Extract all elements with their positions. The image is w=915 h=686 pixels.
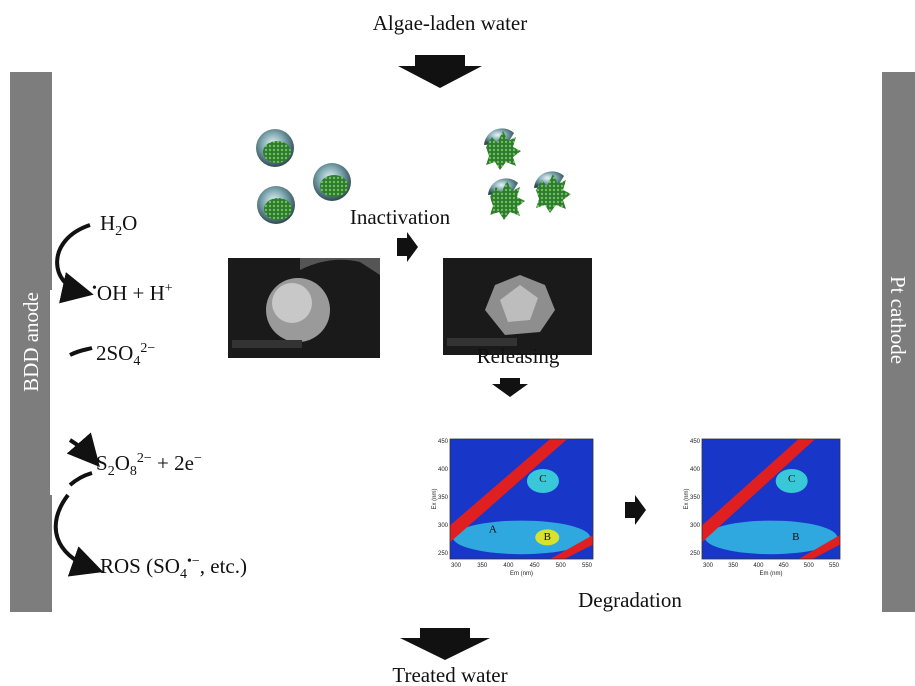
formula-part: 4 xyxy=(180,567,187,582)
anode-label: BDD anode xyxy=(19,292,43,392)
axis-label: Em (nm) xyxy=(760,571,783,577)
formula-part: 2 xyxy=(108,464,115,479)
x-tick-label: 500 xyxy=(556,563,567,569)
formula-part: OH + H xyxy=(97,281,165,305)
step-arrow xyxy=(492,378,528,397)
input-label: Algae-laden water xyxy=(373,11,528,35)
x-tick-label: 400 xyxy=(503,563,514,569)
x-tick-label: 550 xyxy=(582,563,593,569)
formula-part: 2SO xyxy=(96,341,133,365)
reaction: H2O xyxy=(100,211,137,239)
notch xyxy=(50,290,62,495)
formula-part: 4 xyxy=(133,354,140,369)
y-tick-label: 450 xyxy=(438,439,449,445)
x-tick-label: 300 xyxy=(703,563,714,569)
axis-label: Ex (nm) xyxy=(684,488,690,509)
reaction: S2O82− + 2e− xyxy=(96,451,202,479)
cell-core xyxy=(263,141,291,163)
output-label: Treated water xyxy=(392,663,507,686)
formula-part: H xyxy=(100,211,115,235)
sem-image xyxy=(228,258,380,358)
x-tick-label: 400 xyxy=(753,563,764,569)
eem-region: B xyxy=(544,531,551,543)
step-label: Degradation xyxy=(578,588,682,612)
x-tick-label: 350 xyxy=(728,563,739,569)
formula-part: S xyxy=(96,451,108,475)
formula-part: •− xyxy=(187,554,200,569)
x-tick-label: 450 xyxy=(530,563,541,569)
formula-part: + xyxy=(165,281,173,296)
cathode-label: Pt cathode xyxy=(886,276,910,364)
eem-region: A xyxy=(489,524,497,536)
y-tick-label: 250 xyxy=(438,551,449,557)
formula-part: O xyxy=(115,451,130,475)
formula-part: ROS (SO xyxy=(100,554,180,578)
eem-region: C xyxy=(788,473,795,485)
eem-region: C xyxy=(539,473,546,485)
x-tick-label: 500 xyxy=(804,563,815,569)
output-arrow xyxy=(400,628,490,660)
x-tick-label: 450 xyxy=(779,563,790,569)
axis-label: Em (nm) xyxy=(510,571,533,577)
step-label: Releasing xyxy=(477,344,560,368)
y-tick-label: 350 xyxy=(690,495,701,501)
y-tick-label: 400 xyxy=(438,467,449,473)
reaction: 2SO42− xyxy=(96,341,155,369)
y-tick-label: 350 xyxy=(438,495,449,501)
formula-part: 2− xyxy=(137,451,152,466)
y-tick-label: 400 xyxy=(690,467,701,473)
diagram: BDD anode Pt cathode Algae-laden water T… xyxy=(0,0,915,686)
formula-part: , etc.) xyxy=(200,554,247,578)
reaction: •OH + H+ xyxy=(92,281,173,305)
cell-core xyxy=(320,175,348,197)
input-arrow xyxy=(398,55,482,88)
x-tick-label: 350 xyxy=(477,563,488,569)
x-tick-label: 550 xyxy=(829,563,840,569)
formula-part: O xyxy=(122,211,137,235)
step-arrow xyxy=(397,232,418,262)
formula-part: 2− xyxy=(140,341,155,356)
formula-part: 2 xyxy=(115,224,122,239)
step-arrow xyxy=(625,495,646,525)
formula-part: − xyxy=(194,451,202,466)
y-tick-label: 450 xyxy=(690,439,701,445)
y-tick-label: 250 xyxy=(690,551,701,557)
cell-core xyxy=(264,198,292,220)
x-tick-label: 300 xyxy=(451,563,462,569)
formula-part: + 2e xyxy=(152,451,194,475)
sem-image xyxy=(443,258,592,355)
y-tick-label: 300 xyxy=(690,523,701,529)
formula-part: 8 xyxy=(130,464,137,479)
y-tick-label: 300 xyxy=(438,523,449,529)
axis-label: Ex (nm) xyxy=(432,488,438,509)
reaction: ROS (SO4•−, etc.) xyxy=(100,554,247,582)
step-label: Inactivation xyxy=(350,205,451,229)
eem-region: B xyxy=(792,531,799,543)
